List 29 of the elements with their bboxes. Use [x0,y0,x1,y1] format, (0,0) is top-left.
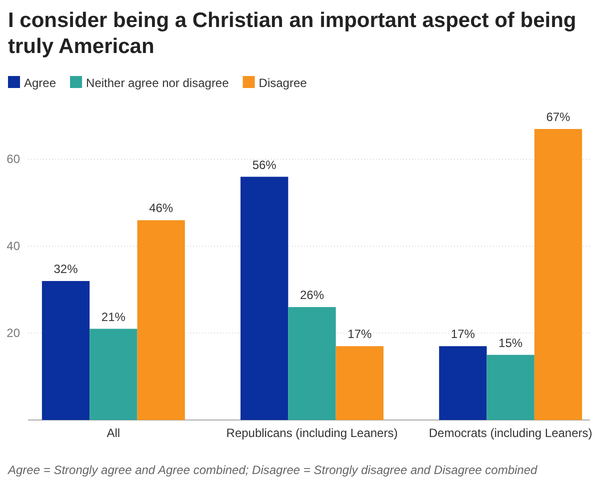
text: 67% [546,110,570,124]
text: 17% [450,327,475,342]
bar [288,307,336,420]
bar [439,346,487,420]
x-tick-label: Republicans (including Leaners) [226,426,398,440]
x-tick-label: Democrats (including Leaners) [428,426,592,440]
text: Agree = Strongly agree and Agree combined; Disagree = Strongly disagree and Disagree combined [7,463,538,477]
legend-label: Agree [24,76,56,90]
bar [534,129,582,420]
legend-label: Neither agree nor disagree [86,76,230,90]
text: 21% [101,310,126,324]
chart-title: I consider being a Christian an important aspect of being truly American [8,9,576,58]
legend-label: Disagree [258,76,308,90]
text: 56% [252,158,276,172]
y-tick-label: 20 [6,326,20,340]
bar [240,176,288,420]
y-tick-label: 60 [6,152,20,166]
text: 46% [149,201,174,216]
y-tick-label: 40 [6,239,20,254]
x-tick-label: All [106,426,120,440]
bar [486,354,534,420]
text: 17% [348,327,372,342]
bar [336,346,384,420]
text: 32% [54,262,78,276]
bar [137,220,185,420]
bar [42,281,90,420]
text: 15% [498,336,523,350]
text: 26% [300,288,324,302]
bar [90,328,138,420]
